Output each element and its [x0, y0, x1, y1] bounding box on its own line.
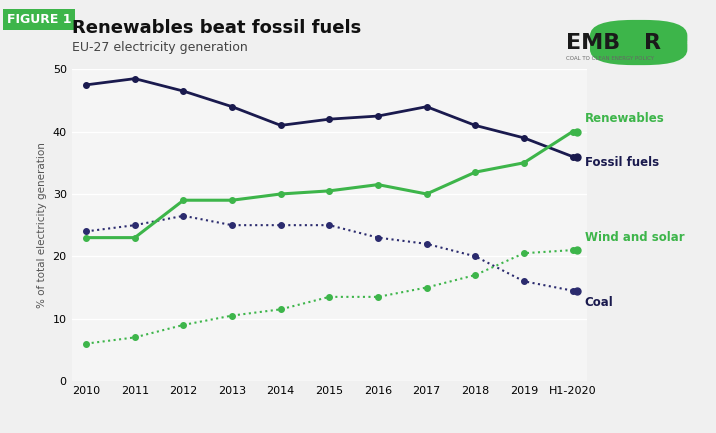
Text: Wind and solar: Wind and solar [585, 231, 684, 244]
Text: FIGURE 1: FIGURE 1 [7, 13, 72, 26]
Text: R: R [644, 33, 662, 53]
Text: Coal: Coal [585, 296, 614, 309]
Text: Fossil fuels: Fossil fuels [585, 156, 659, 169]
Text: Renewables beat fossil fuels: Renewables beat fossil fuels [72, 19, 361, 38]
FancyBboxPatch shape [590, 20, 687, 56]
Text: EMB: EMB [566, 33, 620, 53]
Y-axis label: % of total electricity generation: % of total electricity generation [37, 142, 47, 308]
Text: COAL TO CLEAN ENERGY POLICY: COAL TO CLEAN ENERGY POLICY [566, 56, 654, 61]
Text: EU-27 electricity generation: EU-27 electricity generation [72, 41, 247, 54]
FancyBboxPatch shape [590, 29, 687, 65]
Text: Renewables: Renewables [585, 112, 664, 125]
